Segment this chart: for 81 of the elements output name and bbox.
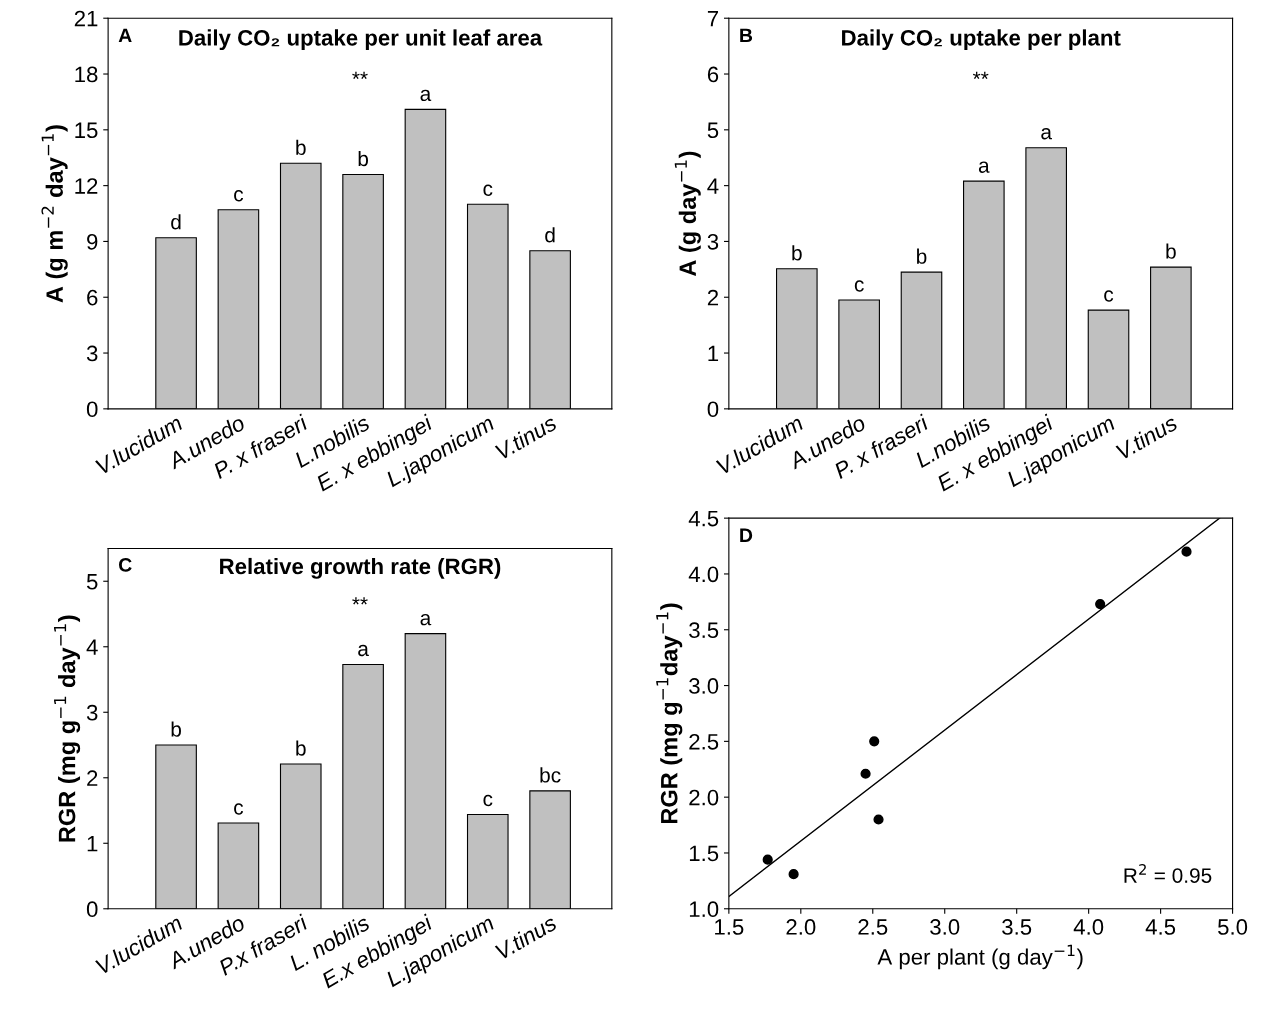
data-label: b — [296, 139, 306, 156]
y-tick-label: 2.0 — [689, 789, 719, 806]
y-tick-label: 3 — [86, 704, 98, 721]
y-tick-label: 9 — [87, 233, 98, 250]
data-label: d — [171, 214, 181, 230]
data-label: b — [1166, 243, 1176, 259]
data-label: b — [296, 740, 306, 756]
annotation: ** — [972, 71, 989, 80]
y-tick-label: 3.5 — [689, 622, 719, 639]
y-tick-label: 12 — [75, 178, 98, 194]
x-tick-label: 2.5 — [858, 919, 888, 935]
y-tick-label: 18 — [75, 66, 98, 83]
annotation: ** — [352, 71, 368, 80]
point — [762, 854, 773, 865]
y-tick-label: 5 — [86, 574, 98, 590]
y-tick-label: 21 — [74, 10, 98, 27]
y-tick-label: 15 — [75, 122, 98, 139]
data-label: d — [545, 227, 555, 243]
y-tick-label: 4 — [86, 639, 98, 655]
y-tick-label: 1.5 — [689, 845, 719, 862]
y-tick-label: 2.5 — [689, 733, 719, 750]
y-tick-label: 0 — [707, 401, 719, 418]
point — [788, 869, 799, 880]
point — [869, 736, 880, 747]
data-label: b — [917, 248, 927, 264]
x-axis-title: A per plant (g day$^{−1}$) — [877, 944, 1083, 970]
annotation: D — [740, 528, 753, 542]
x-tick-label: 2.0 — [786, 919, 816, 935]
y-tick-label: 4.0 — [688, 566, 719, 583]
point — [1181, 546, 1192, 557]
y-axis-title: A (g m$^{−2}$ day$^{−1}$) — [41, 125, 68, 303]
x-tick-label: 4.0 — [1073, 919, 1104, 935]
point — [1095, 598, 1106, 610]
chart-title: Daily CO₂ uptake per unit leaf area — [179, 29, 543, 51]
annotation: R$^{2}$ = 0.95 — [1124, 863, 1212, 883]
y-tick-label: 6 — [707, 66, 719, 83]
point — [873, 814, 884, 825]
annotation: ** — [352, 597, 368, 605]
y-axis-title: RGR (mg g$^{−1}$ day$^{−1}$) — [54, 615, 81, 842]
y-axis-title: RGR (mg g$^{−1}$day$^{−1}$) — [656, 603, 683, 824]
y-tick-label: 1.0 — [689, 901, 719, 918]
data-label: b — [171, 721, 181, 737]
y-tick-label: 3 — [86, 345, 98, 362]
data-label: c — [234, 190, 244, 202]
y-axis-title: A (g day$^{−1}$) — [674, 151, 701, 277]
annotation: C — [118, 558, 132, 572]
data-label: a — [978, 161, 990, 173]
y-tick-label: 1 — [708, 345, 719, 362]
y-tick-label: 4 — [707, 178, 719, 194]
y-tick-label: 4.5 — [688, 510, 719, 527]
data-label: a — [358, 644, 369, 657]
x-tick-label: 3.0 — [930, 919, 960, 935]
data-label: c — [483, 794, 493, 807]
y-tick-label: 6 — [87, 289, 98, 306]
y-tick-label: 7 — [707, 10, 719, 27]
annotation: A — [118, 28, 132, 43]
data-label: c — [854, 280, 864, 292]
chart-title: Relative growth rate (RGR) — [220, 557, 501, 579]
data-label: bc — [540, 767, 561, 783]
data-label: a — [420, 613, 432, 626]
y-tick-label: 0 — [86, 401, 98, 418]
data-label: b — [792, 245, 802, 261]
data-label: b — [358, 150, 369, 167]
data-label: c — [483, 184, 493, 196]
data-label: a — [1041, 127, 1052, 140]
y-tick-label: 3.0 — [689, 678, 719, 694]
y-tick-label: 2 — [87, 770, 98, 786]
data-label: a — [420, 89, 432, 102]
y-tick-label: 5 — [707, 122, 719, 139]
annotation: B — [740, 28, 753, 43]
data-label: c — [234, 803, 244, 815]
y-tick-label: 2 — [707, 289, 719, 306]
y-tick-label: 1 — [87, 836, 98, 852]
point — [860, 768, 871, 779]
x-tick-label: 3.5 — [1002, 919, 1032, 935]
y-tick-label: 3 — [707, 233, 719, 250]
x-tick-label: 4.5 — [1145, 919, 1176, 935]
y-tick-label: 0 — [86, 901, 98, 918]
x-tick-label: 5.0 — [1218, 919, 1248, 935]
data-label: c — [1104, 290, 1114, 302]
chart-title: Daily CO₂ uptake per plant — [842, 29, 1121, 51]
